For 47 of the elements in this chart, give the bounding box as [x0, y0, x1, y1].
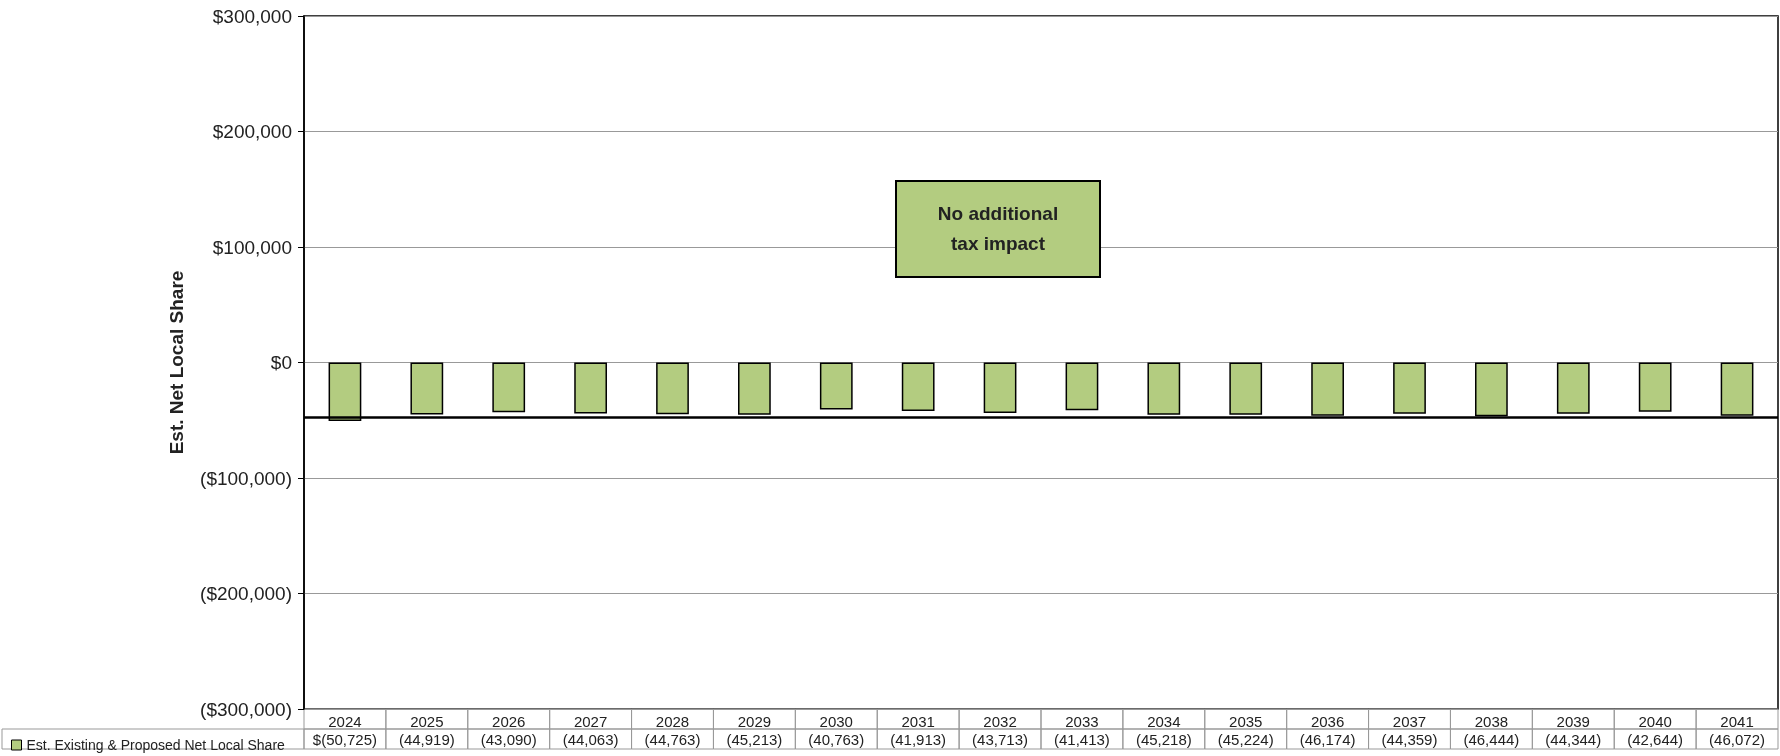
- x-tick-label: 2024: [328, 713, 362, 730]
- x-tick-label: 2028: [655, 713, 690, 730]
- x-tick-label: 2038: [1474, 713, 1509, 730]
- data-label: (46,174): [1299, 730, 1356, 748]
- data-label: (46,072): [1709, 730, 1765, 748]
- y-tick-label: ($100,000): [200, 467, 292, 489]
- data-label: (43,713): [972, 730, 1028, 748]
- data-label: (45,213): [726, 730, 783, 748]
- x-tick-label: 2030: [819, 713, 853, 730]
- x-tick-label: 2026: [492, 713, 526, 730]
- data-label: (44,919): [398, 730, 455, 748]
- callout-box: No additional tax impact: [895, 180, 1101, 278]
- y-tick-label: $300,000: [212, 5, 292, 27]
- x-tick-label: 2039: [1556, 713, 1590, 730]
- data-label: (44,063): [562, 730, 619, 748]
- x-tick-label: 2032: [983, 713, 1017, 730]
- data-label: (44,359): [1381, 730, 1438, 748]
- x-tick-label: 2041: [1720, 713, 1754, 730]
- x-tick-label: 2036: [1310, 713, 1345, 730]
- x-tick-label: 2027: [573, 713, 608, 730]
- x-tick-label: 2034: [1147, 713, 1181, 730]
- annotation: No additional tax impact: [936, 202, 1060, 256]
- y-tick-label: $0: [270, 352, 292, 373]
- y-axis-title: Est. Net Local Share: [166, 270, 187, 455]
- y-tick-label: ($200,000): [200, 583, 292, 604]
- x-tick-label: 2035: [1229, 713, 1263, 730]
- y-tick-label: ($300,000): [200, 698, 292, 720]
- y-tick-label: $100,000: [212, 236, 292, 258]
- x-tick-label: 2033: [1065, 713, 1099, 730]
- x-tick-label: 2031: [901, 713, 935, 730]
- x-tick-label: 2029: [737, 713, 772, 730]
- data-label: (44,344): [1545, 730, 1602, 748]
- data-label: (43,090): [480, 730, 537, 748]
- data-label: $(50,725): [312, 730, 378, 748]
- data-label: (41,413): [1054, 730, 1110, 748]
- y-tick-label: $200,000: [212, 121, 292, 142]
- data-label: (44,763): [644, 730, 701, 748]
- data-label: (46,444): [1463, 730, 1520, 748]
- x-tick-label: 2040: [1638, 713, 1672, 730]
- data-label: (41,913): [890, 730, 947, 748]
- data-label: (45,224): [1217, 730, 1274, 748]
- x-tick-label: 2025: [410, 713, 444, 730]
- data-label: (45,218): [1135, 730, 1192, 748]
- data-label: (42,644): [1627, 730, 1684, 748]
- data-label: (40,763): [808, 730, 865, 748]
- legend-label: Est. Existing & Proposed Net Local Share: [26, 737, 286, 753]
- x-tick-label: 2037: [1392, 713, 1427, 730]
